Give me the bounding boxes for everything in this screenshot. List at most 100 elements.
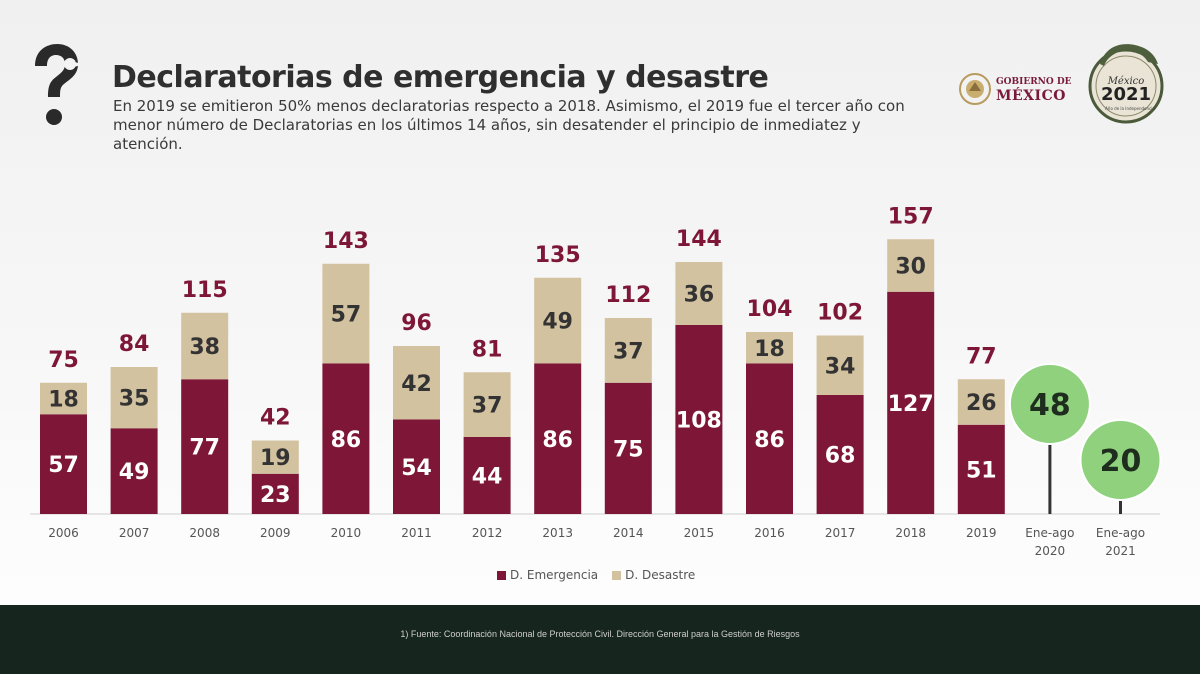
- x-tick-label: Ene-ago: [1096, 526, 1145, 540]
- value-circle: [1079, 419, 1162, 501]
- question-mark-icon: [35, 44, 80, 125]
- x-tick-label: 2013: [542, 526, 573, 540]
- data-label-emergencia: 23: [260, 483, 291, 508]
- data-label-emergencia: 49: [119, 460, 150, 485]
- total-label: 81: [472, 337, 503, 362]
- legend-label-emergencia: D. Emergencia: [510, 568, 599, 582]
- bar-desastre: [322, 263, 370, 364]
- data-label-desastre: 42: [401, 372, 432, 397]
- data-label-emergencia: 44: [472, 465, 503, 490]
- bar-desastre: [534, 277, 582, 364]
- total-label: 96: [401, 311, 432, 336]
- bar-desastre: [393, 346, 440, 420]
- x-tick-label: 2007: [119, 526, 150, 540]
- data-label-emergencia: 86: [754, 428, 785, 453]
- bar-desastre: [816, 335, 864, 395]
- data-label-desastre: 57: [331, 303, 362, 328]
- total-label: 112: [605, 283, 651, 308]
- total-label: 77: [966, 344, 997, 369]
- data-label-desastre: 37: [613, 339, 644, 364]
- year-2021-seal: México 2021 Año de la Independencia: [1088, 44, 1164, 124]
- x-tick-label: 2008: [189, 526, 220, 540]
- total-label: 135: [535, 243, 581, 268]
- data-label-desastre: 30: [895, 255, 926, 280]
- bar-emergencia: [816, 395, 864, 514]
- bar-desastre: [604, 318, 652, 383]
- bar-emergencia: [957, 424, 1005, 514]
- data-label-emergencia: 51: [966, 458, 997, 483]
- x-tick-label: 2018: [895, 526, 926, 540]
- data-label-emergencia: 54: [401, 456, 432, 481]
- x-tick-label: 2015: [684, 526, 715, 540]
- bar-desastre: [463, 372, 511, 437]
- data-label-emergencia: 108: [676, 409, 722, 434]
- bar-desastre: [40, 382, 87, 415]
- gobierno-logo: GOBIERNO DE MÉXICO: [958, 70, 1076, 108]
- data-label-emergencia: 75: [613, 437, 644, 462]
- data-label-desastre: 38: [189, 335, 220, 360]
- total-label: 144: [676, 227, 722, 252]
- data-label-desastre: 34: [825, 354, 856, 379]
- data-label-emergencia: 127: [888, 392, 934, 417]
- chart-legend: D. Emergencia D. Desastre: [497, 567, 695, 583]
- bar-desastre: [181, 312, 229, 380]
- bar-emergencia: [746, 363, 793, 514]
- bar-emergencia: [604, 382, 652, 514]
- x-tick-label: 2016: [754, 526, 785, 540]
- data-label-desastre: 18: [48, 388, 79, 413]
- bar-emergencia: [463, 437, 511, 514]
- gobierno-label: GOBIERNO DE: [996, 77, 1072, 87]
- legend-item-desastre: D. Desastre: [612, 568, 695, 582]
- x-tick-label: 2010: [331, 526, 362, 540]
- circle-value-label: 20: [1100, 444, 1142, 479]
- x-tick-label: 2019: [966, 526, 997, 540]
- page-subtitle: En 2019 se emitieron 50% menos declarato…: [113, 97, 905, 153]
- total-label: 84: [119, 332, 150, 357]
- x-tick-label: 2011: [401, 526, 432, 540]
- data-label-desastre: 19: [260, 446, 291, 471]
- bar-emergencia: [393, 419, 440, 514]
- circle-value-label: 48: [1029, 388, 1071, 423]
- coat-of-arms-icon: [959, 73, 991, 105]
- bar-desastre: [110, 367, 158, 429]
- legend-label-desastre: D. Desastre: [625, 568, 696, 582]
- total-label: 115: [182, 278, 228, 303]
- legend-swatch-emergencia: [497, 570, 506, 580]
- x-tick-label: 2012: [472, 526, 503, 540]
- bar-emergencia: [322, 363, 370, 514]
- bar-emergencia: [534, 363, 582, 514]
- bar-emergencia: [887, 291, 935, 514]
- total-label: 143: [323, 229, 369, 254]
- x-tick-label: 2017: [825, 526, 856, 540]
- data-label-desastre: 26: [966, 391, 997, 416]
- bar-desastre: [251, 440, 299, 474]
- legend-item-emergencia: D. Emergencia: [497, 568, 598, 582]
- x-tick-label: 2014: [613, 526, 644, 540]
- bar-desastre: [675, 262, 723, 325]
- x-tick-label: 2006: [48, 526, 79, 540]
- bar-emergencia: [110, 428, 158, 514]
- data-label-desastre: 49: [542, 310, 573, 335]
- x-tick-label: 2021: [1105, 544, 1136, 558]
- total-label: 42: [260, 406, 291, 431]
- source-note: 1) Fuente: Coordinación Nacional de Prot…: [400, 629, 800, 639]
- x-tick-label: 2020: [1035, 544, 1066, 558]
- x-tick-label: Ene-ago: [1025, 526, 1074, 540]
- data-label-desastre: 36: [684, 283, 715, 308]
- data-label-desastre: 37: [472, 394, 503, 419]
- total-label: 102: [817, 301, 863, 326]
- bar-emergencia: [40, 414, 87, 514]
- data-label-desastre: 35: [119, 387, 150, 412]
- bar-emergencia: [251, 473, 299, 514]
- bar-desastre: [887, 239, 935, 292]
- data-label-emergencia: 86: [331, 428, 362, 453]
- bar-emergencia: [675, 325, 723, 514]
- x-tick-label: 2009: [260, 526, 291, 540]
- data-label-emergencia: 86: [542, 428, 573, 453]
- total-label: 104: [747, 297, 793, 322]
- legend-swatch-desastre: [612, 570, 622, 580]
- bar-emergencia: [181, 379, 229, 514]
- total-label: 157: [888, 204, 934, 229]
- data-label-emergencia: 77: [189, 436, 220, 461]
- bar-desastre: [957, 379, 1005, 425]
